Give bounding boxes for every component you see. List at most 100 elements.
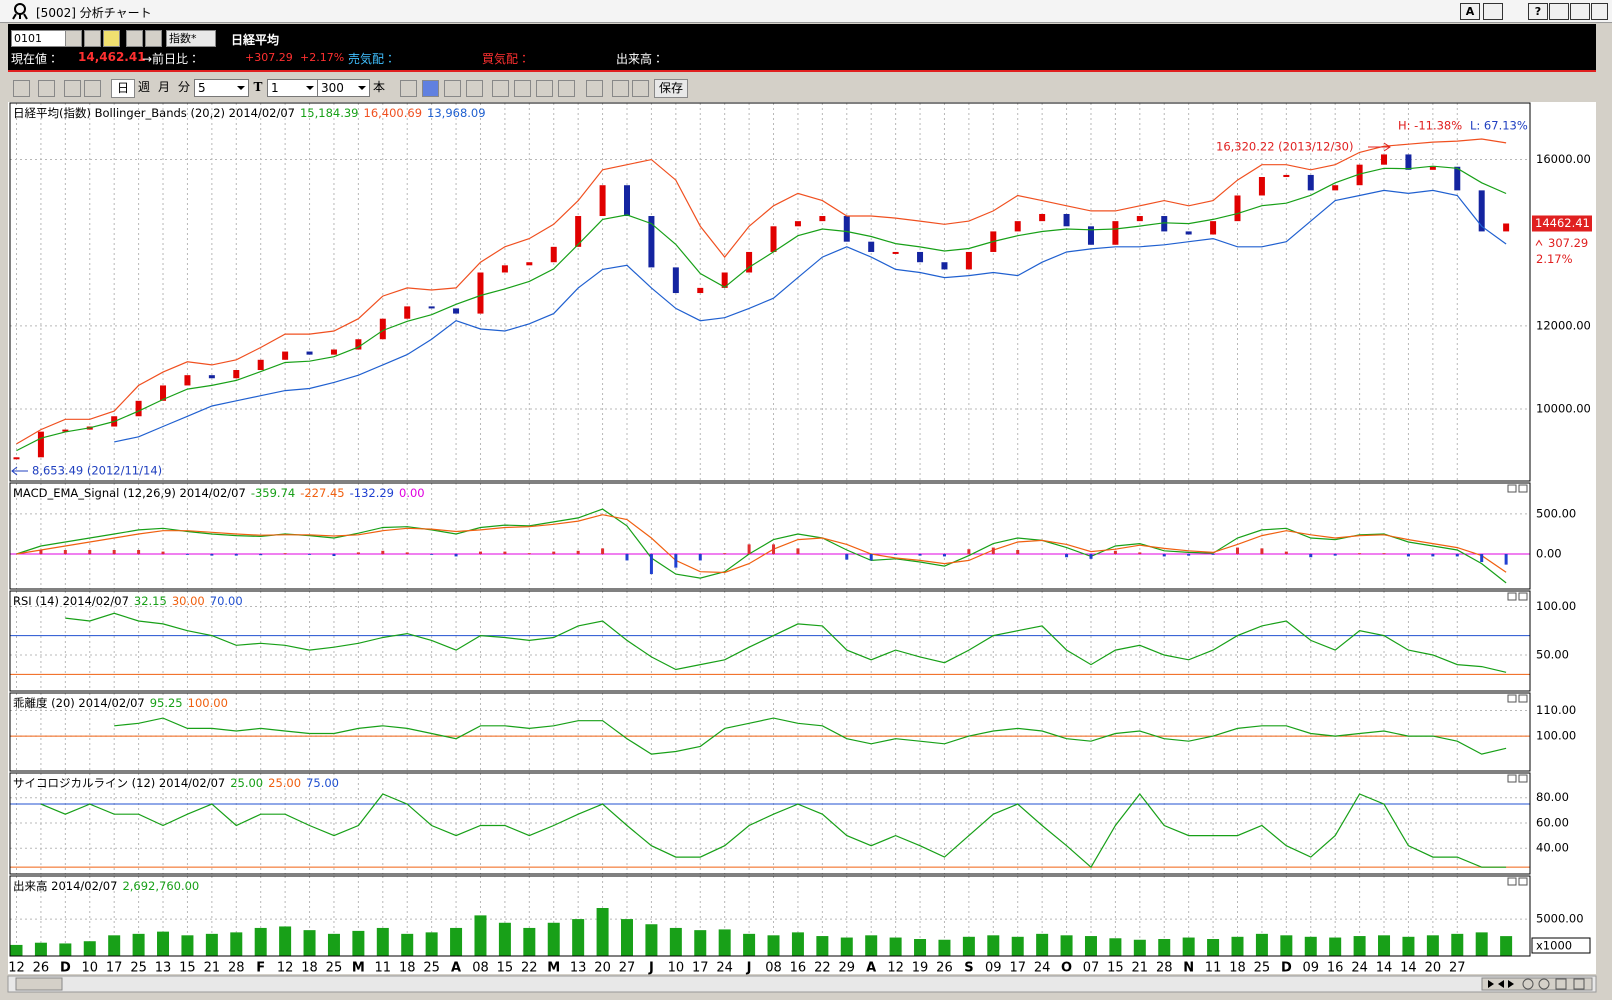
volume-bar [450, 927, 463, 956]
tool-icon[interactable] [84, 80, 101, 97]
candle [1381, 154, 1388, 165]
candle [160, 385, 167, 401]
x-tick-label: 13 [155, 961, 172, 976]
tool-icon[interactable] [586, 80, 603, 97]
histogram-bar [308, 554, 312, 555]
save-button[interactable]: 保存 [654, 79, 688, 98]
panel-button [1507, 592, 1517, 601]
zoom-in[interactable] [1522, 978, 1534, 990]
panel-frame [9, 772, 1531, 875]
tool-icon[interactable] [400, 80, 417, 97]
x-tick-label: 18 [399, 961, 416, 976]
legend-value: 100.00 [188, 696, 228, 710]
tool-icon[interactable] [103, 30, 120, 47]
volume-bar [327, 933, 340, 956]
x-tick-label: 24 [716, 961, 733, 976]
histogram-bar [234, 554, 238, 556]
scroll-thumb[interactable] [15, 977, 63, 991]
legend-value: -227.45 [300, 486, 344, 500]
app-icon [12, 3, 28, 20]
panel-frame [9, 692, 1531, 772]
close-button[interactable] [1591, 3, 1608, 20]
candle [1283, 174, 1290, 178]
tool-icon[interactable] [13, 80, 30, 97]
volume-bar [767, 935, 780, 956]
quote-bar: 0101 指数* 日経平均 現在値： 14,462.41 →前日比： +307.… [8, 24, 1596, 72]
histogram-bar [1284, 551, 1288, 555]
histogram-bar [283, 553, 287, 555]
volume-bar [1084, 936, 1097, 956]
window-button[interactable] [1483, 3, 1503, 20]
nav-arrows[interactable] [1488, 980, 1514, 988]
histogram-bar [674, 554, 678, 568]
tool-icon[interactable] [422, 80, 439, 97]
candle [282, 351, 289, 360]
x-tick-label: 14 [1376, 961, 1393, 976]
tool-icon[interactable] [466, 80, 483, 97]
series-line [16, 508, 1507, 584]
restore-button[interactable] [1570, 3, 1590, 20]
tool-icon[interactable] [126, 30, 143, 47]
histogram-bar [1260, 548, 1264, 555]
volume-label: 出来高： [616, 52, 665, 66]
period-button[interactable]: 日 [111, 79, 135, 98]
x-tick-label: 09 [1302, 961, 1319, 976]
bid-label: 買気配： [482, 52, 531, 66]
candle [13, 457, 20, 460]
volume-bar [10, 944, 23, 956]
histogram-bar [576, 550, 580, 555]
tool-icon[interactable] [514, 80, 531, 97]
volume-bar [1109, 938, 1122, 956]
code-input[interactable]: 0101 [11, 30, 67, 47]
x-tick-label: D [60, 961, 71, 976]
tool-icon[interactable] [444, 80, 461, 97]
period-button[interactable]: 分 [177, 80, 190, 94]
histogram-bar [63, 550, 67, 555]
volume-bar [914, 939, 927, 956]
scrollbar[interactable] [7, 975, 1597, 993]
zoom-out[interactable] [1538, 978, 1550, 990]
histogram-bar [1480, 554, 1484, 563]
period-button[interactable]: 週 [137, 80, 150, 94]
tool-icon[interactable] [145, 30, 162, 47]
help-button[interactable]: ? [1528, 3, 1548, 20]
y-tick-label: 110.00 [1536, 703, 1576, 717]
candle [1332, 185, 1339, 191]
volume-bar [108, 935, 121, 956]
panel-legend: 日経平均(指数) Bollinger_Bands (20,2) 2014/02/… [13, 106, 486, 120]
close-chart[interactable] [1573, 978, 1585, 990]
series-line [114, 717, 1507, 755]
minimize-button[interactable] [1549, 3, 1569, 20]
annotation: L: 67.13% [1470, 119, 1528, 133]
candle [1210, 221, 1217, 235]
tool-icon[interactable] [84, 30, 101, 47]
market-select[interactable]: 指数* [166, 30, 216, 47]
series-line [40, 793, 1507, 869]
histogram-bar [991, 547, 995, 555]
zoom-icon[interactable] [38, 80, 55, 97]
candle [233, 370, 240, 379]
tool-icon[interactable] [632, 80, 649, 97]
window-button[interactable]: A [1460, 3, 1480, 20]
delete-icon[interactable] [558, 80, 575, 97]
tool-icon[interactable] [536, 80, 553, 97]
candle [1503, 223, 1510, 232]
dropdown-button[interactable] [65, 30, 82, 47]
tool-icon[interactable] [64, 80, 81, 97]
panel-legend: RSI (14) 2014/02/07 32.15 30.00 70.00 [13, 594, 243, 608]
layout-button[interactable] [1555, 978, 1567, 990]
volume-bar [791, 932, 804, 956]
x-tick-label: 26 [33, 961, 50, 976]
t-button[interactable]: T [253, 80, 263, 94]
volume-bar [303, 930, 316, 956]
volume-bar [181, 935, 194, 956]
tool-icon[interactable] [612, 80, 629, 97]
panel-button [1518, 592, 1528, 601]
annotation-arrow [11, 466, 28, 476]
bars-select[interactable]: 300 [317, 79, 370, 97]
period-button[interactable]: 月 [157, 80, 170, 94]
legend-value: 95.25 [150, 696, 183, 710]
minutes-select[interactable]: 5 [194, 79, 249, 97]
tool-icon[interactable] [492, 80, 509, 97]
x-tick-label: 16 [1327, 961, 1344, 976]
